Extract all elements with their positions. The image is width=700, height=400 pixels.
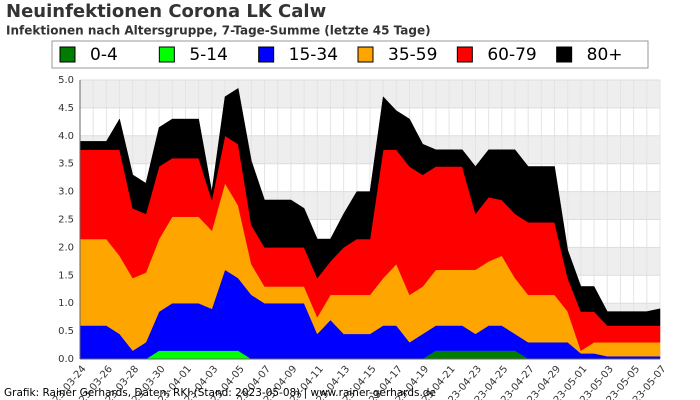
chart-subtitle: Infektionen nach Altersgruppe, 7-Tage-Su…: [6, 24, 431, 38]
legend-swatch: [258, 46, 275, 63]
legend-label: 0-4: [90, 45, 118, 65]
y-tick-label: 0.5: [58, 326, 74, 337]
y-tick-label: 1.5: [58, 270, 74, 281]
area: [79, 87, 661, 326]
y-tick-label: 0.0: [58, 354, 74, 365]
y-tick-label: 5.0: [58, 75, 74, 86]
credit: Grafik: Rainer Gerhards, Daten: RKI (Sta…: [4, 387, 436, 399]
chart-title: Neuinfektionen Corona LK Calw: [6, 1, 326, 22]
legend-swatch: [456, 46, 473, 63]
legend-swatch: [556, 46, 573, 63]
y-tick-label: 2.0: [58, 242, 74, 253]
legend-swatch: [59, 46, 76, 63]
plot-area: 0.00.51.01.52.02.53.03.54.04.55.02023-03…: [43, 75, 669, 400]
legend-label: 35-59: [388, 45, 437, 65]
legend-label: 15-34: [289, 45, 338, 65]
legend-label: 60-79: [487, 45, 536, 65]
y-tick-label: 3.0: [58, 187, 74, 198]
y-tick-label: 4.5: [58, 103, 74, 114]
legend-label: 5-14: [189, 45, 228, 65]
y-tick-label: 2.5: [58, 215, 74, 226]
legend-box: [51, 40, 649, 69]
y-tick-label: 4.0: [58, 131, 74, 142]
legend-swatch: [357, 46, 374, 63]
y-tick-label: 1.0: [58, 298, 74, 309]
legend-swatch: [158, 46, 175, 63]
y-tick-label: 3.5: [58, 159, 74, 170]
legend-label: 80+: [587, 45, 623, 65]
